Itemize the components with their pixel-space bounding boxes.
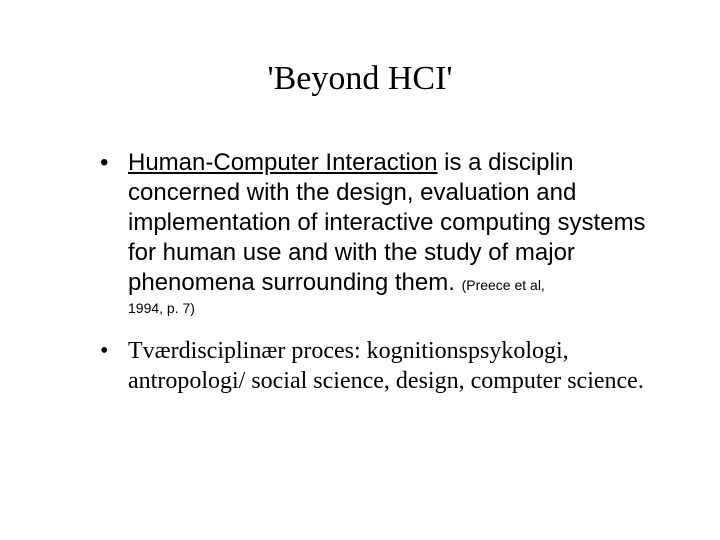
citation-newline: 1994, p. 7) (128, 300, 650, 318)
term-underlined: Human-Computer Interaction (128, 149, 437, 176)
slide: 'Beyond HCI' Human-Computer Interaction … (0, 0, 720, 540)
citation-inline: (Preece et al, (462, 277, 545, 293)
list-item: Tværdisciplinær proces: kognitionspsykol… (100, 336, 650, 396)
bullet-text: Tværdisciplinær proces: kognitionspsykol… (128, 338, 644, 394)
bullet-list: Human-Computer Interaction is a discipli… (100, 148, 650, 396)
slide-title: 'Beyond HCI' (60, 60, 660, 98)
list-item: Human-Computer Interaction is a discipli… (100, 148, 650, 318)
